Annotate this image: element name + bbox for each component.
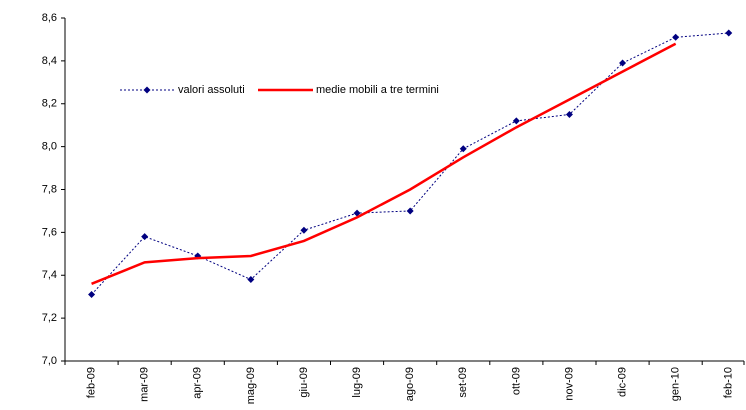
data-point (619, 59, 627, 67)
y-tick-label: 7,6 (42, 226, 57, 238)
y-tick-label: 8,6 (42, 12, 57, 24)
x-tick-label: ago-09 (404, 367, 416, 401)
y-tick-label: 8,0 (42, 141, 57, 153)
x-tick-label: ott-09 (510, 367, 522, 395)
data-point (88, 291, 96, 299)
x-tick-label: dic-09 (616, 367, 628, 397)
data-point (247, 276, 255, 284)
data-point (141, 233, 149, 241)
x-tick-label: mar-09 (139, 367, 151, 402)
data-point (565, 110, 573, 118)
y-tick-label: 7,8 (42, 183, 57, 195)
x-tick-label: mag-09 (245, 367, 257, 404)
x-tick-label: lug-09 (351, 367, 363, 398)
y-tick-label: 8,2 (42, 98, 57, 110)
y-tick-label: 7,4 (42, 269, 57, 281)
y-tick-label: 8,4 (42, 55, 57, 67)
y-tick-label: 7,2 (42, 312, 57, 324)
x-tick-label: gen-10 (670, 367, 682, 401)
legend-marker (143, 86, 151, 94)
legend-label: medie mobili a tre termini (316, 84, 439, 96)
data-point (406, 207, 414, 215)
data-point (512, 117, 520, 125)
x-tick-label: giu-09 (298, 367, 310, 398)
x-tick-label: apr-09 (192, 367, 204, 399)
data-point (725, 29, 733, 37)
x-tick-label: set-09 (457, 367, 469, 398)
data-point (672, 33, 680, 41)
data-point (353, 209, 361, 217)
x-tick-label: feb-10 (723, 367, 735, 398)
series-line (91, 32, 729, 295)
y-tick-label: 7,0 (42, 355, 57, 367)
data-point (300, 226, 308, 234)
x-tick-label: nov-09 (563, 367, 575, 401)
data-point (459, 145, 467, 153)
series-line (91, 42, 677, 285)
legend-label: valori assoluti (178, 84, 245, 96)
x-tick-label: feb-09 (85, 367, 97, 398)
